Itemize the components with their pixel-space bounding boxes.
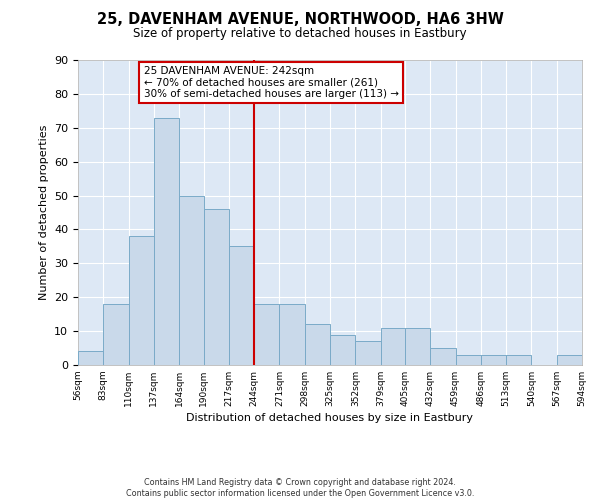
Bar [355,342,380,365]
Bar [455,355,481,365]
Bar [430,348,455,365]
Bar [280,304,305,365]
Bar [203,209,229,365]
Y-axis label: Number of detached properties: Number of detached properties [38,125,49,300]
Text: Contains HM Land Registry data © Crown copyright and database right 2024.
Contai: Contains HM Land Registry data © Crown c… [126,478,474,498]
Bar [78,352,103,365]
Bar [557,355,582,365]
Bar [254,304,280,365]
Bar [103,304,128,365]
X-axis label: Distribution of detached houses by size in Eastbury: Distribution of detached houses by size … [187,413,473,423]
Bar [330,334,355,365]
Bar [229,246,254,365]
Text: Size of property relative to detached houses in Eastbury: Size of property relative to detached ho… [133,28,467,40]
Bar [128,236,154,365]
Bar [380,328,405,365]
Text: 25, DAVENHAM AVENUE, NORTHWOOD, HA6 3HW: 25, DAVENHAM AVENUE, NORTHWOOD, HA6 3HW [97,12,503,28]
Text: 25 DAVENHAM AVENUE: 242sqm
← 70% of detached houses are smaller (261)
30% of sem: 25 DAVENHAM AVENUE: 242sqm ← 70% of deta… [143,66,398,100]
Bar [179,196,203,365]
Bar [506,355,532,365]
Bar [481,355,506,365]
Bar [405,328,430,365]
Bar [154,118,179,365]
Bar [305,324,330,365]
